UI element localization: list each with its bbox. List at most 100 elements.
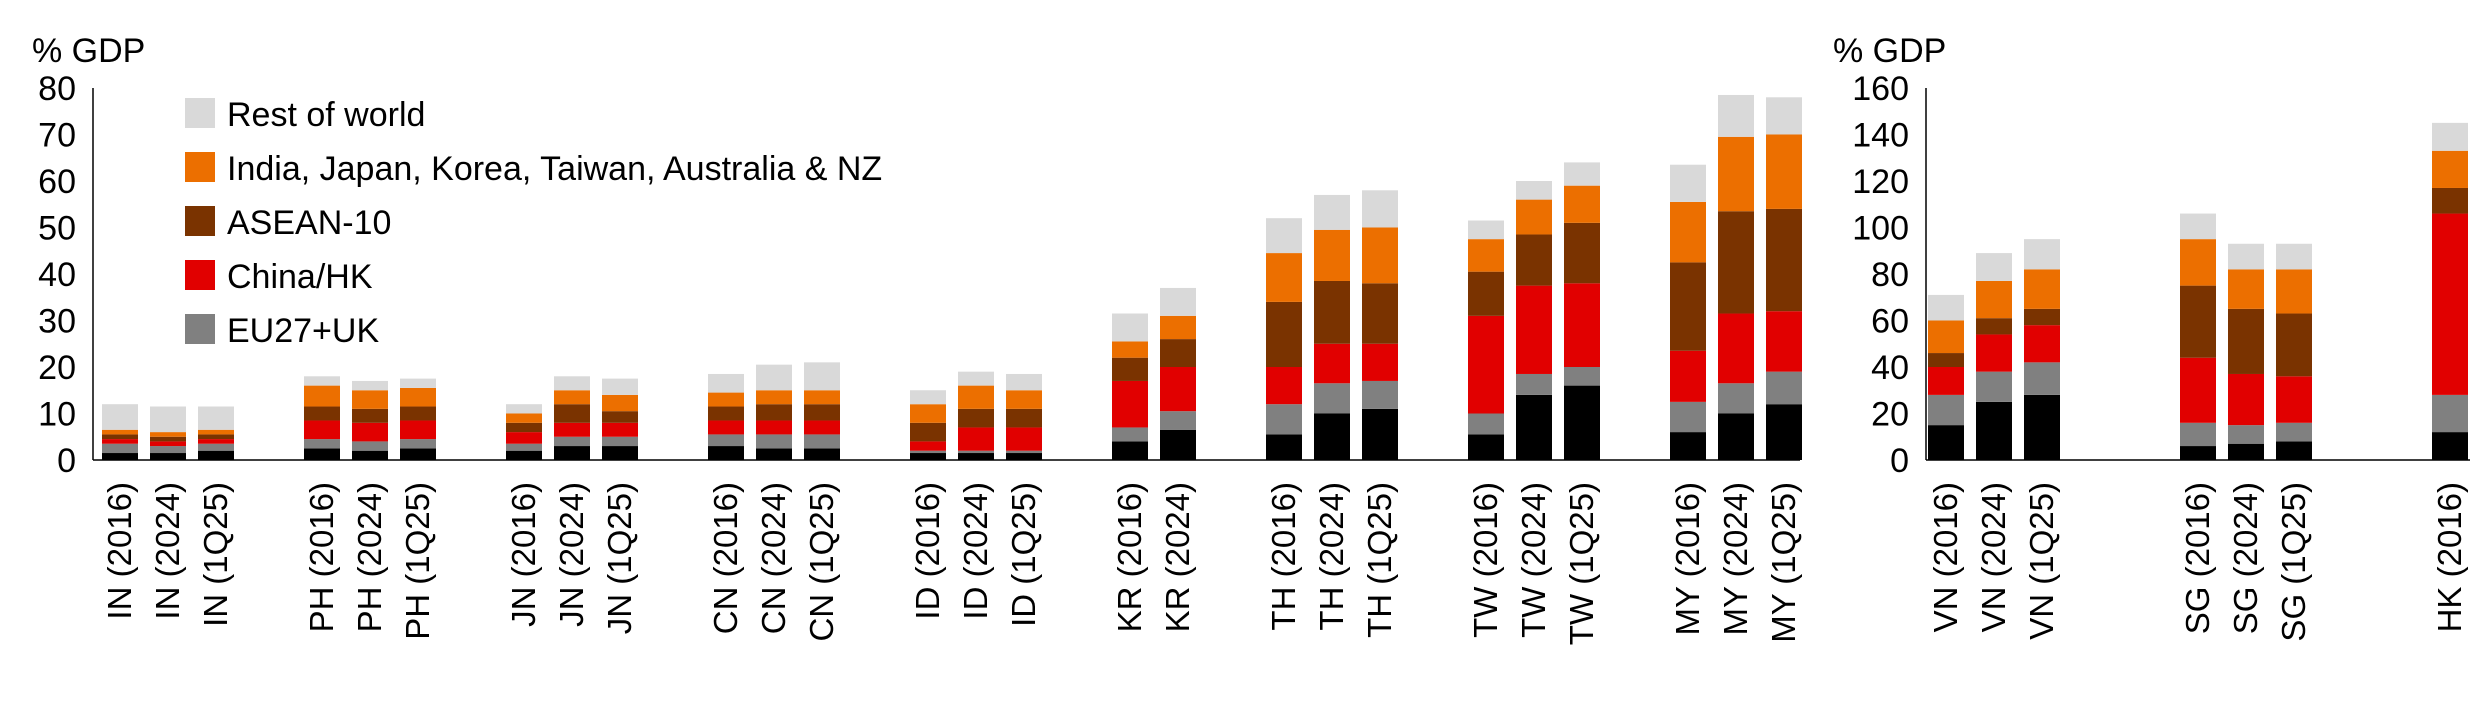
bar-segment	[1976, 401, 2012, 460]
bar-segment	[2432, 394, 2468, 433]
bar-segment	[708, 392, 744, 407]
x-tick-label: MY (1Q25)	[1765, 482, 1802, 643]
bar-segment	[2276, 441, 2312, 460]
bar-segment	[506, 432, 542, 444]
bar-segment	[804, 404, 840, 421]
y-tick-label: 50	[38, 210, 76, 248]
bar-segment	[1266, 434, 1302, 460]
bar-segment	[910, 422, 946, 442]
bar-segment	[2180, 239, 2216, 286]
bar-segment	[1718, 136, 1754, 212]
y-tick-label: 70	[38, 117, 76, 155]
bar-segment	[1160, 411, 1196, 430]
legend-swatch	[185, 260, 215, 290]
bar-segment	[804, 448, 840, 460]
x-tick-label: TH (1Q25)	[1361, 482, 1398, 638]
bar-segment	[1670, 432, 1706, 460]
bar-segment	[2228, 308, 2264, 374]
bar-segment	[1516, 285, 1552, 374]
x-tick-label: CN (2024)	[755, 482, 792, 634]
bar-segment	[198, 439, 234, 444]
x-tick-label: VN (2024)	[1975, 482, 2012, 632]
bar-segment	[2228, 425, 2264, 444]
x-tick-label: TW (2024)	[1515, 482, 1552, 638]
bar-segment	[1314, 229, 1350, 281]
bar-segment	[400, 439, 436, 449]
bar-segment	[958, 408, 994, 428]
bar-segment	[1468, 434, 1504, 460]
bar-segment	[1976, 318, 2012, 335]
bar-segment	[1766, 404, 1802, 460]
bar-segment	[554, 376, 590, 391]
bar-segment	[2180, 446, 2216, 460]
bar-segment	[958, 450, 994, 454]
bar-segment	[1362, 408, 1398, 460]
bar-segment	[602, 378, 638, 395]
bar-segment	[1112, 357, 1148, 381]
y-tick-label: 60	[1871, 303, 1909, 341]
bar-segment	[958, 427, 994, 451]
x-tick-label: TH (2016)	[1265, 482, 1302, 631]
x-tick-label: HK (2016)	[2431, 482, 2468, 632]
bar-segment	[554, 390, 590, 405]
y-tick-label: 0	[57, 442, 76, 480]
bar-segment	[2228, 443, 2264, 460]
bar-segment	[1564, 222, 1600, 284]
x-tick-label: KR (2024)	[1159, 482, 1196, 632]
bar-segment	[198, 406, 234, 430]
y-tick-label: 10	[38, 396, 76, 434]
bar-segment	[1516, 199, 1552, 235]
legend-swatch	[185, 152, 215, 182]
bar-segment	[1362, 227, 1398, 284]
x-tick-label: SG (2024)	[2227, 482, 2264, 634]
bar-segment	[1266, 404, 1302, 435]
y-tick-label: 30	[38, 303, 76, 341]
bar-segment	[804, 434, 840, 449]
bar-segment	[2180, 422, 2216, 447]
bar-segment	[1928, 394, 1964, 426]
bar-segment	[1976, 334, 2012, 372]
y-tick-label: 80	[1871, 256, 1909, 294]
bar-segment	[1516, 181, 1552, 200]
bar-segment	[2228, 269, 2264, 309]
bar-segment	[2432, 122, 2468, 151]
bar-segment	[1766, 311, 1802, 372]
x-tick-label: ID (2016)	[909, 482, 946, 620]
y-tick-label: 100	[1852, 210, 1909, 248]
x-tick-label: JN (2016)	[505, 482, 542, 627]
bar-segment	[150, 436, 186, 442]
bar-segment	[1766, 208, 1802, 312]
bar-segment	[1112, 380, 1148, 428]
bar-segment	[1362, 343, 1398, 381]
bar-segment	[1468, 239, 1504, 272]
bar-segment	[2180, 285, 2216, 358]
bar-segment	[602, 394, 638, 412]
bar-segment	[1160, 287, 1196, 316]
bar-segment	[1314, 343, 1350, 384]
x-tick-label: SG (2016)	[2179, 482, 2216, 634]
bar-segment	[1564, 385, 1600, 460]
x-tick-label: MY (2024)	[1717, 482, 1754, 635]
bar-segment	[1670, 201, 1706, 263]
bar-segment	[756, 364, 792, 391]
bar-segment	[506, 422, 542, 433]
bar-segment	[102, 404, 138, 430]
x-tick-label: TW (2016)	[1467, 482, 1504, 638]
bar-segment	[756, 390, 792, 405]
bar-segment	[1564, 185, 1600, 223]
bar-segment	[910, 450, 946, 454]
bar-segment	[1928, 367, 1964, 395]
bar-segment	[1564, 162, 1600, 186]
bar-segment	[1468, 315, 1504, 414]
bar-segment	[958, 385, 994, 409]
bar-segment	[708, 420, 744, 435]
y-tick-label: 40	[1871, 349, 1909, 387]
bar-segment	[1928, 353, 1964, 367]
bar-segment	[304, 376, 340, 386]
bar-segment	[554, 446, 590, 460]
bar-segment	[1766, 97, 1802, 135]
y-axis-title-2: % GDP	[1833, 32, 1946, 70]
legend-label: Rest of world	[227, 96, 425, 134]
